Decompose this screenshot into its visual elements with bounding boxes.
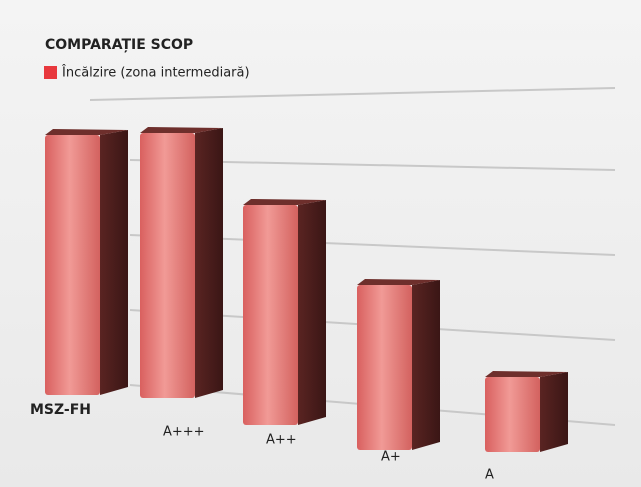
bar-front xyxy=(357,285,412,450)
bar-front xyxy=(243,205,298,425)
bar-side xyxy=(540,372,568,452)
bar xyxy=(243,199,326,425)
x-tick-label: MSZ-FH xyxy=(30,402,91,418)
bar-top xyxy=(357,279,440,285)
bar xyxy=(357,279,440,450)
bar-top xyxy=(45,129,128,135)
bar xyxy=(45,129,128,395)
bar-side xyxy=(298,200,326,425)
bar-top xyxy=(485,371,568,377)
bar-front xyxy=(140,133,195,398)
grid-line xyxy=(89,87,616,101)
bar-front xyxy=(45,135,100,395)
legend-label: Încălzire (zona intermediară) xyxy=(61,65,250,81)
bar-side xyxy=(412,280,440,450)
bar-front xyxy=(485,377,540,452)
x-tick-label: A+ xyxy=(381,450,401,465)
legend-swatch xyxy=(44,66,57,79)
x-tick-label: A+++ xyxy=(163,425,205,440)
bar-side xyxy=(195,128,223,398)
bar xyxy=(485,371,568,452)
x-tick-label: A++ xyxy=(266,433,297,448)
bar-side xyxy=(100,130,128,395)
bar xyxy=(140,127,223,398)
bar-top xyxy=(243,199,326,205)
bar-top xyxy=(140,127,223,133)
chart-title: COMPARAȚIE SCOP xyxy=(45,37,193,53)
x-tick-label: A xyxy=(485,468,494,483)
